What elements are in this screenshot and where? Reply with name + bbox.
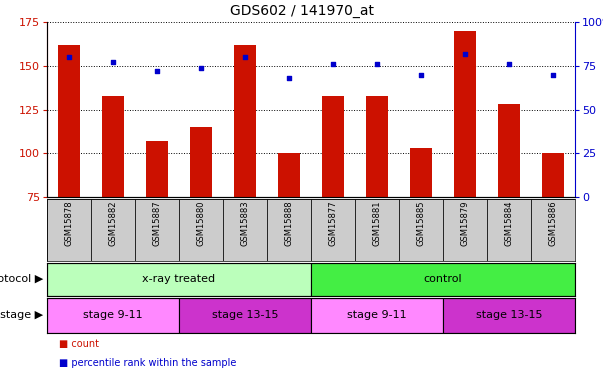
Text: x-ray treated: x-ray treated	[142, 274, 215, 285]
Bar	[102, 96, 124, 197]
Text: stage 13-15: stage 13-15	[476, 310, 542, 321]
Bar	[47, 199, 91, 261]
Point	[504, 61, 514, 67]
Bar	[531, 199, 575, 261]
Bar	[179, 199, 223, 261]
Text: ■ count: ■ count	[59, 339, 99, 350]
Bar	[322, 96, 344, 197]
Bar	[311, 298, 443, 333]
Point	[460, 51, 470, 57]
Text: development stage ▶: development stage ▶	[0, 310, 43, 321]
Text: GSM15882: GSM15882	[109, 201, 118, 246]
Text: GSM15880: GSM15880	[197, 201, 206, 246]
Text: GSM15887: GSM15887	[153, 201, 162, 246]
Point	[196, 64, 206, 70]
Text: GSM15888: GSM15888	[285, 201, 294, 246]
Bar	[58, 45, 80, 197]
Text: GSM15878: GSM15878	[65, 201, 74, 246]
Bar	[311, 199, 355, 261]
Point	[108, 59, 118, 65]
Bar	[498, 104, 520, 197]
Bar	[355, 199, 399, 261]
Text: GSM15885: GSM15885	[417, 201, 426, 246]
Bar	[311, 263, 575, 296]
Bar	[278, 153, 300, 197]
Point	[64, 54, 74, 60]
Point	[372, 61, 382, 67]
Text: GSM15883: GSM15883	[241, 201, 250, 246]
Bar	[190, 127, 212, 197]
Bar	[542, 153, 564, 197]
Bar	[91, 199, 135, 261]
Text: GSM15884: GSM15884	[505, 201, 514, 246]
Bar	[234, 45, 256, 197]
Bar	[487, 199, 531, 261]
Bar	[454, 31, 476, 197]
Text: GSM15881: GSM15881	[373, 201, 382, 246]
Text: stage 9-11: stage 9-11	[347, 310, 407, 321]
Text: GDS602 / 141970_at: GDS602 / 141970_at	[230, 4, 373, 18]
Bar	[443, 298, 575, 333]
Bar	[223, 199, 267, 261]
Bar	[47, 298, 179, 333]
Text: GSM15879: GSM15879	[461, 201, 470, 246]
Bar	[410, 148, 432, 197]
Text: ■ percentile rank within the sample: ■ percentile rank within the sample	[59, 357, 236, 368]
Bar	[366, 96, 388, 197]
Bar	[179, 298, 311, 333]
Point	[240, 54, 250, 60]
Point	[284, 75, 294, 81]
Point	[152, 68, 162, 74]
Text: protocol ▶: protocol ▶	[0, 274, 43, 285]
Bar	[267, 199, 311, 261]
Text: stage 13-15: stage 13-15	[212, 310, 278, 321]
Bar	[47, 263, 311, 296]
Bar	[443, 199, 487, 261]
Bar	[399, 199, 443, 261]
Point	[328, 61, 338, 67]
Text: stage 9-11: stage 9-11	[83, 310, 143, 321]
Text: control: control	[424, 274, 463, 285]
Text: GSM15886: GSM15886	[549, 201, 558, 246]
Point	[548, 72, 558, 78]
Bar	[135, 199, 179, 261]
Point	[416, 72, 426, 78]
Text: GSM15877: GSM15877	[329, 201, 338, 246]
Bar	[146, 141, 168, 197]
